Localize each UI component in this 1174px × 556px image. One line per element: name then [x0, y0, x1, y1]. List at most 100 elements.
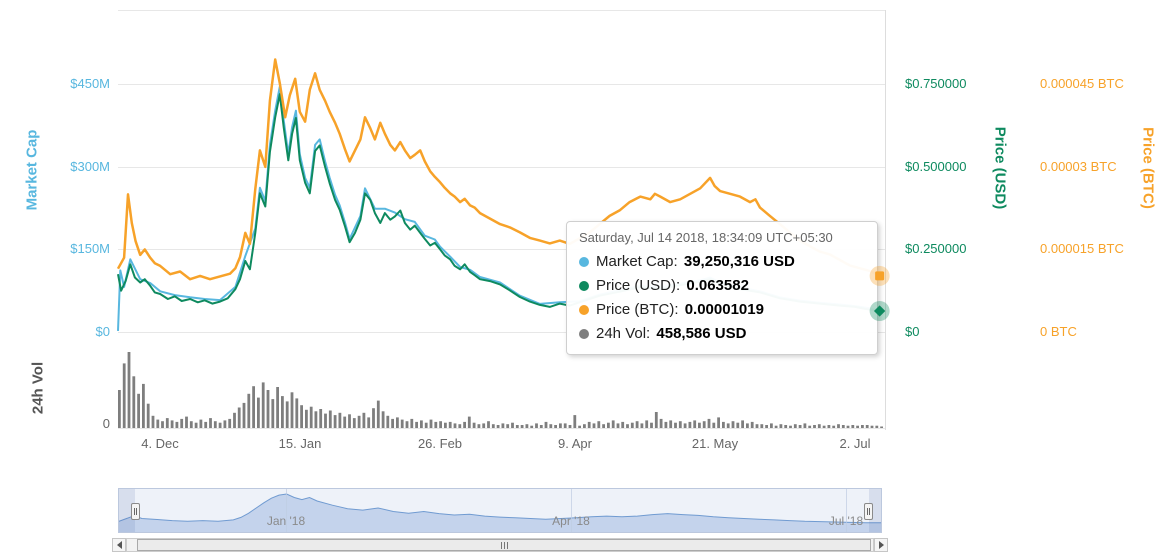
tooltip-series-value: 0.063582 [686, 277, 749, 294]
volume-bar [760, 424, 764, 428]
navigator-selected-range[interactable] [135, 489, 869, 532]
volume-bar [328, 410, 332, 428]
volume-bar [765, 425, 768, 428]
volume-bar [525, 424, 529, 428]
x-axis-label: 26. Feb [417, 436, 463, 451]
scroll-left-icon [116, 541, 122, 549]
volume-bar [487, 421, 490, 428]
series-line-price-btc- [116, 58, 881, 281]
volume-bar [856, 425, 859, 428]
volume-bar [420, 420, 423, 428]
axis-tick-label: $0 [95, 324, 110, 339]
volume-bar [554, 425, 557, 428]
volume-bar [822, 425, 826, 428]
tooltip-series-value: 0.00001019 [684, 301, 764, 318]
volume-bar [645, 420, 649, 428]
volume-bar [276, 387, 279, 428]
tooltip-series-label: Price (BTC) [596, 298, 683, 322]
volume-bar [659, 418, 663, 428]
volume-bar [386, 415, 390, 428]
scrollbar-right-button[interactable] [874, 538, 888, 552]
volume-bar [602, 424, 605, 428]
gridline [118, 167, 885, 168]
volume-bar [357, 415, 361, 428]
x-axis-label: 4. Dec [141, 436, 179, 451]
volume-bar [223, 420, 227, 428]
volume-bar [165, 418, 169, 428]
volume-bar [741, 420, 744, 428]
volume-zero-tick-label: 0 [102, 416, 110, 431]
volume-bar [472, 422, 476, 428]
volume-bar [678, 421, 682, 428]
volume-bar [635, 421, 639, 428]
volume-bar [381, 411, 385, 428]
axis-tick-label: 0.00003 BTC [1040, 159, 1117, 174]
volume-bar [592, 423, 596, 428]
volume-bar [650, 422, 653, 428]
volume-bar [674, 422, 677, 428]
volume-bar [362, 412, 366, 428]
navigator-date-label: Jan '18 [266, 514, 306, 528]
volume-bar [400, 419, 404, 428]
volume-bar [865, 425, 869, 428]
navigator-right-handle[interactable] [864, 503, 873, 520]
scroll-right-icon [878, 541, 884, 549]
scrollbar-thumb[interactable] [137, 539, 871, 551]
volume-bar [597, 421, 601, 428]
volume-bar [770, 423, 773, 428]
volume-bar [726, 423, 730, 428]
volume-bar [405, 421, 409, 428]
navigator-mini-chart[interactable] [119, 489, 881, 532]
volume-bar [789, 425, 792, 428]
navigator[interactable]: Jan '18 Apr '18 Jul '18 [118, 488, 882, 533]
volume-bar [305, 409, 308, 428]
volume-bar [237, 407, 241, 428]
navigator-left-handle[interactable] [131, 503, 140, 520]
volume-bar [482, 423, 486, 428]
tooltip-series-label: Price (USD) [596, 274, 684, 298]
volume-bar [501, 423, 505, 428]
x-axis-label: 21. May [691, 436, 739, 451]
volume-bar [731, 421, 735, 428]
volume-bar [314, 411, 318, 428]
volume-bar [870, 425, 874, 428]
volume-bar [664, 421, 668, 428]
scrollbar-left-button[interactable] [112, 538, 126, 552]
volume-bar [837, 424, 840, 428]
volume-bar [434, 421, 438, 428]
volume-bar [142, 383, 145, 428]
volume-bar [261, 382, 265, 428]
volume-bar [271, 399, 275, 428]
volume-bullet-icon [579, 329, 589, 339]
volume-bar [568, 425, 572, 428]
volume-bar [247, 393, 251, 428]
volume-bar [539, 425, 543, 428]
volume-bar [209, 418, 212, 428]
scrollbar-track[interactable] [126, 538, 874, 552]
volume-bar [189, 421, 193, 428]
gridline [118, 10, 885, 11]
volume-bar [290, 392, 294, 428]
volume-bar [717, 417, 720, 428]
volume-bar [376, 400, 380, 428]
volume-bars[interactable] [118, 352, 885, 428]
axis-tick-label: $300M [70, 159, 110, 174]
tooltip-row: 24h Vol 458,586 USD [579, 322, 865, 346]
volume-bar [827, 425, 831, 428]
navigator-area [119, 494, 881, 532]
volume-bar [736, 422, 740, 428]
navigator-date-label: Apr '18 [552, 514, 590, 528]
volume-bar [496, 425, 500, 428]
volume-bar [257, 397, 260, 428]
usd-axis-title: Price (USD) [991, 126, 1009, 210]
volume-bar [156, 419, 160, 428]
axis-tick-label: 0.000015 BTC [1040, 241, 1124, 256]
volume-bar [204, 421, 208, 428]
volume-bar [851, 425, 855, 428]
volume-bar [578, 425, 581, 428]
volume-bar [410, 418, 414, 428]
volume-bar [520, 425, 524, 428]
volume-bar [535, 423, 538, 428]
volume-bar [338, 412, 342, 428]
volume-bar [698, 422, 701, 428]
